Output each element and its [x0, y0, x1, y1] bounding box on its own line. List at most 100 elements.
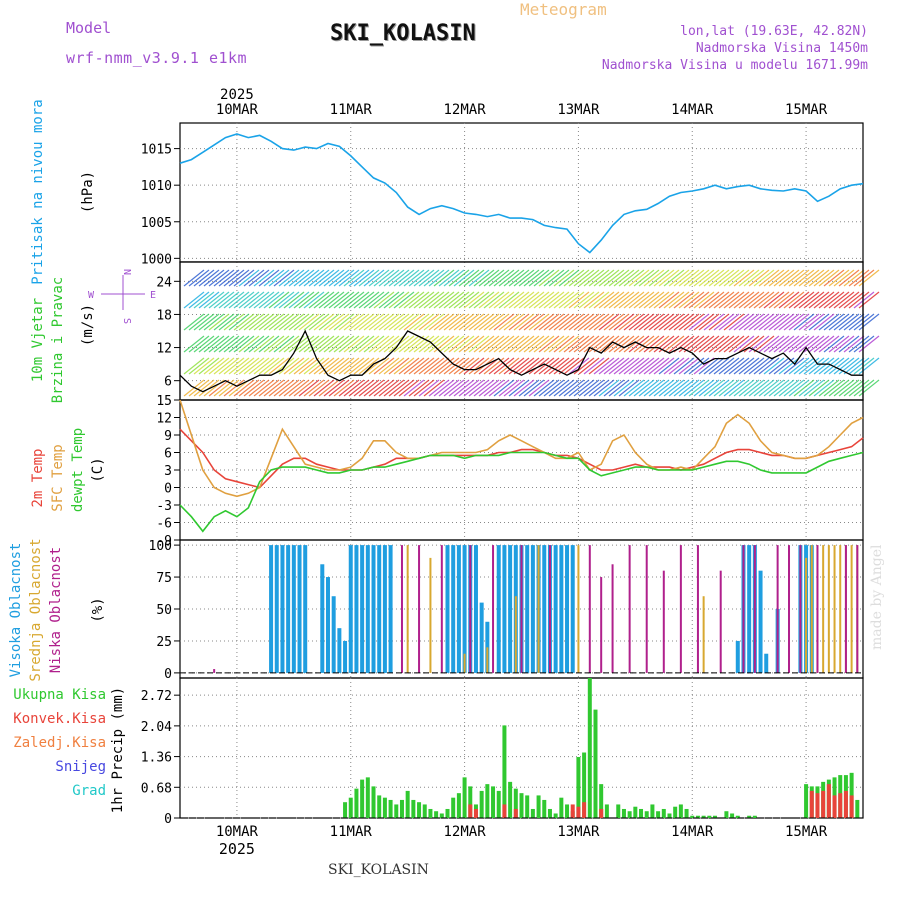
cloud_high-bar — [343, 640, 348, 673]
y-tick-label: 2.04 — [141, 720, 172, 735]
y-tick-label: 12 — [156, 412, 172, 427]
cloud_high-bar — [570, 545, 575, 673]
cloud_low-bar — [548, 545, 551, 673]
precip_total-bar — [735, 815, 740, 818]
y-tick-label: 75 — [156, 571, 172, 586]
y-tick-label: 1.36 — [141, 751, 172, 766]
cloud_low-bar — [440, 545, 443, 673]
cloud-unit: (%) — [90, 597, 106, 622]
cloud_high-bar — [735, 640, 740, 673]
temp2m-line — [179, 428, 864, 489]
bottom-day-label: 11MAR — [330, 824, 373, 840]
footer-station: SKI_KOLASIN — [328, 862, 429, 878]
cloud_high-bar — [291, 545, 296, 673]
precip_total-bar — [371, 786, 376, 818]
cloud_low-bar — [628, 545, 631, 673]
temp2m-label: 2m Temp — [30, 448, 46, 507]
cloud_high-bar — [473, 545, 478, 673]
cloud_low-bar — [719, 570, 722, 673]
y-tick-label: 9 — [164, 429, 172, 444]
cloud_high-bar — [337, 628, 342, 673]
precip_conv-bar — [838, 793, 843, 818]
precip_total-bar — [377, 795, 382, 818]
precip_total-bar — [542, 799, 547, 818]
precip_total-bar — [422, 804, 427, 818]
bottom-day-label: 14MAR — [671, 824, 714, 840]
cloud_mid-bar — [429, 557, 432, 673]
precip_total-bar — [405, 790, 410, 818]
precip_total-bar — [701, 815, 706, 818]
wind-label: 10m Vjetar — [30, 298, 46, 382]
y-tick-label: 18 — [156, 308, 172, 323]
precip_conv-bar — [599, 808, 604, 818]
precip_total-bar — [604, 804, 609, 818]
precip-legend-item: Grad — [72, 783, 106, 799]
cloud_high-bar — [371, 545, 376, 673]
cloud_low-bar — [788, 545, 791, 673]
precip_total-bar — [530, 808, 535, 818]
precip_total-bar — [667, 813, 672, 818]
cloud_high-bar — [530, 545, 535, 673]
precip_total-bar — [684, 808, 689, 818]
y-tick-label: -6 — [156, 517, 172, 532]
precip_total-bar — [434, 811, 439, 818]
precip-legend-item: Snijeg — [55, 759, 106, 775]
model-label: Model — [66, 19, 112, 37]
bottom-day-label: 10MAR — [216, 824, 259, 840]
station-title: SKI_KOLASIN — [330, 21, 476, 46]
y-tick-label: 0 — [164, 482, 172, 497]
y-tick-label: 0.68 — [141, 781, 172, 796]
cloud_high-bar — [303, 545, 308, 673]
product-title: Meteogram — [520, 0, 607, 19]
precip_conv-bar — [576, 806, 581, 818]
cloud_high-bar — [462, 545, 467, 673]
precip_conv-bar — [582, 802, 587, 818]
precip_total-bar — [804, 784, 809, 818]
precip_total-bar — [644, 811, 649, 818]
cloud_mid-bar — [833, 545, 836, 673]
wind-label-2: Brzina i Pravac — [50, 277, 66, 403]
bottom-day-label: 15MAR — [785, 824, 828, 840]
precip_total-bar — [678, 804, 683, 818]
cloud_high-bar — [565, 545, 570, 673]
precip_total-bar — [730, 813, 735, 818]
cloud_high-bar — [553, 545, 558, 673]
precip_total-bar — [445, 808, 450, 818]
cloud_high-bar — [269, 545, 274, 673]
cloud_mid-bar — [850, 545, 853, 673]
temp-unit: (C) — [90, 457, 106, 482]
cloud_high-bar — [758, 570, 763, 673]
cloud_high-bar — [479, 602, 484, 673]
precip_total-bar — [360, 779, 365, 818]
precip_total-bar — [713, 815, 718, 818]
top-day-label: 12MAR — [444, 102, 487, 118]
precip_total-bar — [747, 815, 752, 818]
cloud-high-label: Visoka Oblacnost — [8, 543, 24, 678]
precip_total-bar — [417, 802, 422, 818]
precip_total-bar — [536, 795, 541, 818]
cloud_low-bar — [588, 545, 591, 673]
precip_total-bar — [456, 793, 461, 818]
precip_total-bar — [627, 811, 632, 818]
precip_total-bar — [633, 806, 638, 818]
y-tick-label: 12 — [156, 342, 172, 357]
y-tick-label: 6 — [164, 447, 172, 462]
cloud_mid-bar — [514, 596, 517, 673]
bottom-day-label: 12MAR — [444, 824, 487, 840]
cloud_high-bar — [382, 545, 387, 673]
cloud_mid-bar — [537, 545, 540, 673]
y-tick-label: 25 — [156, 635, 172, 650]
cloud_high-bar — [525, 545, 530, 673]
cloud_low-bar — [400, 545, 403, 673]
precip_total-bar — [479, 790, 484, 818]
top-day-label: 11MAR — [330, 102, 373, 118]
precip_total-bar — [399, 799, 404, 818]
cloud_high-bar — [297, 545, 302, 673]
cloud_low-bar — [611, 564, 614, 673]
precip_total-bar — [468, 786, 473, 818]
precip_total-bar — [451, 797, 456, 818]
pressure-unit: (hPa) — [80, 171, 96, 213]
cloud_high-bar — [348, 545, 353, 673]
cloud_mid-bar — [839, 545, 842, 673]
